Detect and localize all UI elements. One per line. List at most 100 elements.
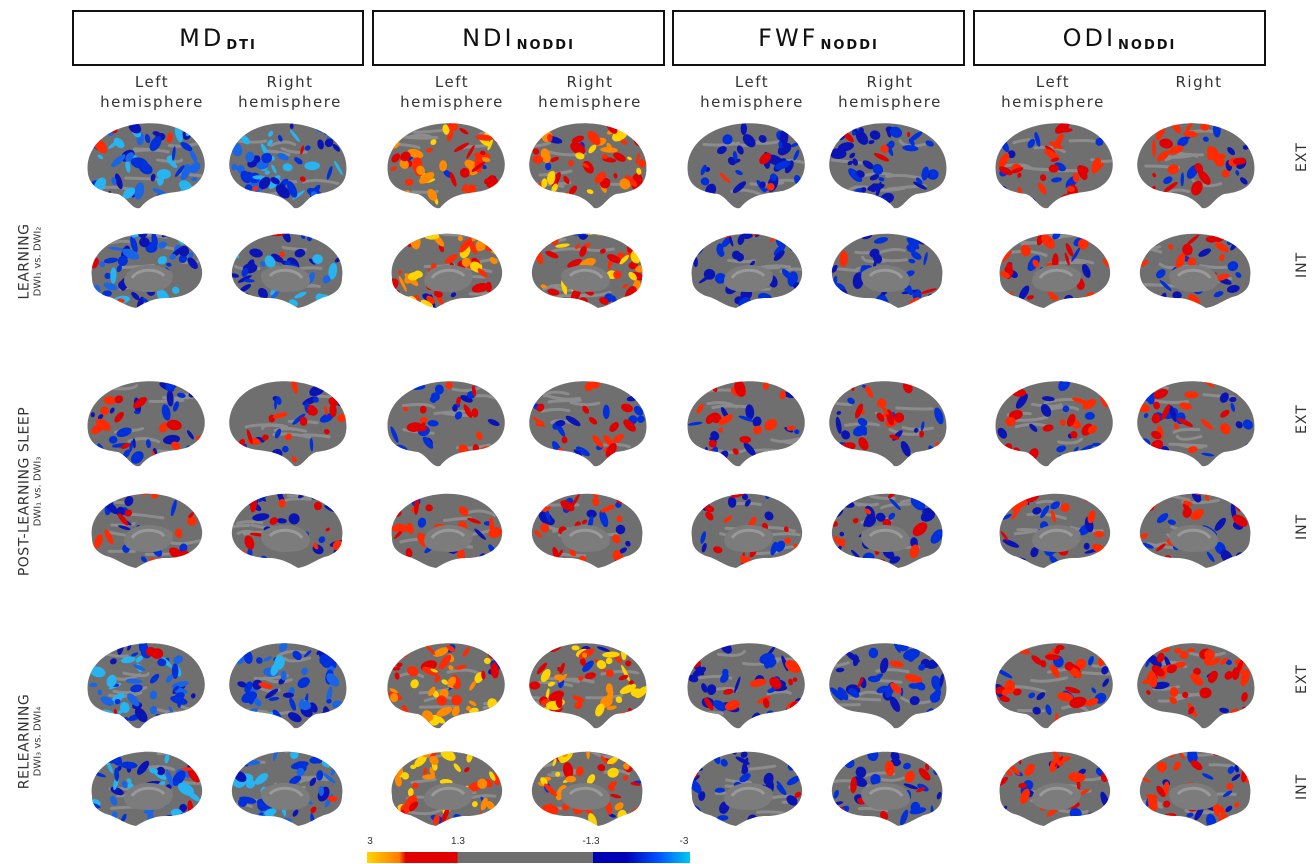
- activation-cluster: [1175, 253, 1186, 269]
- brain-medial-view: [1139, 751, 1251, 827]
- activation-cluster: [1012, 688, 1022, 696]
- activation-cluster: [568, 185, 578, 195]
- activation-cluster: [1151, 413, 1161, 424]
- activation-cluster: [841, 430, 851, 440]
- activation-cluster: [434, 384, 444, 395]
- activation-cluster: [743, 442, 756, 456]
- activation-cluster: [555, 694, 563, 709]
- activation-cluster: [91, 233, 108, 238]
- activation-cluster: [552, 297, 559, 304]
- sulcus-line: [1153, 399, 1189, 404]
- hemisphere-label: Left hemisphere: [382, 72, 522, 112]
- hemisphere-label: Left hemisphere: [82, 72, 222, 112]
- activation-cluster: [328, 262, 338, 280]
- activation-cluster: [1174, 647, 1182, 654]
- activation-cluster: [278, 643, 288, 652]
- sulcus-line: [418, 705, 460, 709]
- activation-cluster: [623, 419, 636, 432]
- activation-cluster: [722, 134, 733, 145]
- activation-cluster: [412, 743, 418, 751]
- sulcus-line: [777, 178, 805, 186]
- activation-cluster: [1174, 223, 1185, 233]
- activation-cluster: [694, 233, 711, 244]
- activation-cluster: [490, 125, 500, 133]
- activation-cluster: [1027, 138, 1036, 149]
- activation-cluster: [332, 143, 341, 152]
- activation-cluster: [779, 455, 786, 461]
- activation-cluster: [297, 677, 310, 689]
- activation-cluster: [601, 154, 608, 160]
- activation-cluster: [489, 257, 498, 265]
- activation-cluster: [237, 128, 241, 135]
- activation-cluster: [303, 650, 312, 658]
- brain-medial-view: [231, 233, 343, 309]
- activation-cluster: [728, 234, 734, 247]
- activation-cluster: [1227, 261, 1239, 272]
- sulcus-line: [861, 255, 887, 264]
- brain-medial-view: [1139, 223, 1251, 308]
- activation-cluster: [453, 763, 461, 772]
- activation-cluster: [301, 751, 313, 753]
- activation-cluster: [574, 701, 583, 709]
- sulcus-line: [770, 437, 801, 443]
- activation-cluster: [257, 287, 269, 300]
- activation-cluster: [865, 385, 874, 399]
- activation-cluster: [532, 416, 546, 428]
- activation-cluster: [400, 151, 411, 162]
- activation-cluster: [623, 774, 628, 781]
- activation-cluster: [246, 429, 253, 445]
- activation-cluster: [445, 381, 453, 390]
- corpus-callosum: [730, 786, 766, 797]
- activation-cluster: [698, 273, 713, 284]
- sulcus-line: [284, 751, 316, 753]
- activation-cluster: [857, 676, 864, 688]
- hemisphere-side: Left: [734, 73, 770, 91]
- activation-cluster: [191, 493, 203, 507]
- activation-cluster: [636, 415, 645, 423]
- activation-cluster: [309, 407, 318, 416]
- activation-cluster: [315, 293, 322, 301]
- activation-cluster: [599, 510, 609, 528]
- activation-cluster: [333, 160, 343, 176]
- activation-cluster: [1103, 131, 1112, 138]
- activation-cluster: [268, 130, 274, 137]
- brain-lateral-view: [1137, 123, 1255, 209]
- header-md: MD DTI: [72, 10, 364, 66]
- activation-cluster: [480, 751, 492, 757]
- activation-cluster: [106, 674, 117, 688]
- sulcus-line: [1012, 415, 1049, 422]
- activation-cluster: [459, 238, 472, 253]
- activation-cluster: [1040, 505, 1050, 519]
- header-sub: NODDI: [820, 37, 879, 53]
- activation-cluster: [687, 421, 703, 426]
- activation-cluster: [586, 509, 597, 518]
- activation-cluster: [567, 258, 582, 268]
- activation-cluster: [299, 176, 306, 182]
- activation-cluster: [614, 802, 624, 811]
- activation-cluster: [873, 237, 889, 244]
- activation-cluster: [732, 151, 738, 161]
- activation-cluster: [1054, 647, 1061, 655]
- activation-cluster: [174, 125, 183, 143]
- activation-cluster: [1029, 423, 1038, 432]
- activation-cluster: [1162, 493, 1172, 496]
- sulcus-line: [1175, 434, 1203, 441]
- activation-cluster: [923, 251, 928, 266]
- activation-cluster: [471, 385, 477, 397]
- activation-cluster: [139, 237, 150, 248]
- activation-cluster: [279, 251, 285, 258]
- activation-cluster: [484, 751, 493, 759]
- activation-cluster: [159, 422, 168, 433]
- activation-cluster: [300, 234, 306, 240]
- activation-cluster: [1169, 405, 1177, 422]
- activation-cluster: [1081, 264, 1091, 278]
- activation-cluster: [536, 188, 542, 195]
- activation-cluster: [477, 778, 488, 789]
- activation-cluster: [1156, 269, 1166, 279]
- activation-cluster: [430, 392, 440, 401]
- activation-cluster: [1065, 243, 1074, 257]
- activation-cluster: [1045, 704, 1052, 716]
- sulcus-line: [1081, 671, 1111, 676]
- activation-cluster: [740, 751, 748, 758]
- activation-cluster: [1002, 539, 1020, 548]
